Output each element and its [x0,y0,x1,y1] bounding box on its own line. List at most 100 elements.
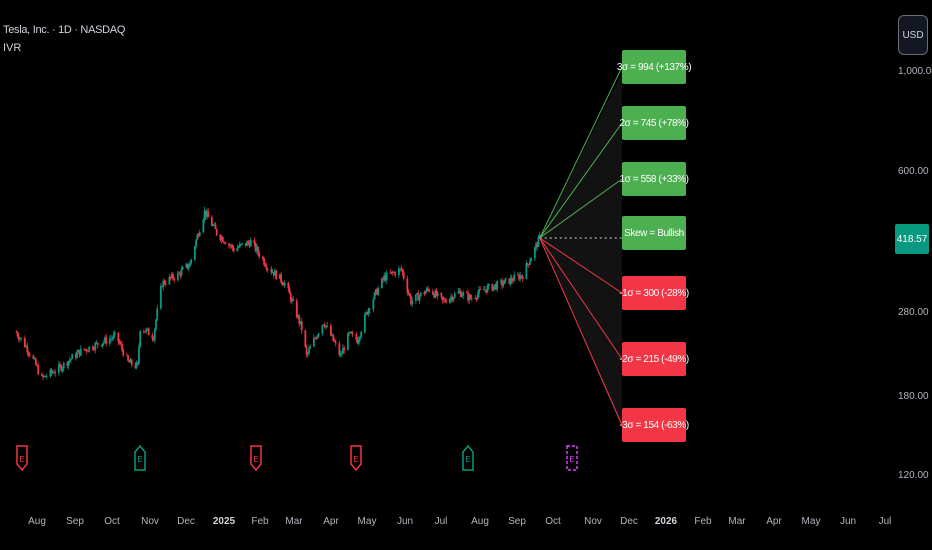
indicator-name[interactable]: IVR [3,42,22,54]
candle-body [292,299,295,301]
candle-body [329,325,332,336]
candle-body [187,266,190,269]
candle-body [207,211,210,218]
candle-body [508,278,511,284]
candle-body [423,292,426,295]
candle-body [520,275,523,277]
sigma-line [539,237,623,294]
candle-body [355,333,358,340]
candle-body [306,352,309,355]
candle-body [212,225,214,226]
candle-body [214,224,217,230]
candle-body [298,315,301,324]
candle-body [468,294,471,301]
candle-body [210,217,213,226]
candle-body [77,350,80,353]
candle-body [19,338,21,340]
x-tick: Apr [323,516,339,527]
candle-body [61,368,64,371]
candle-body [247,241,250,243]
candle-body [40,374,43,376]
candle-body [145,329,148,332]
candle-body [299,321,302,324]
candle-body [272,272,275,276]
candle-body [493,284,496,287]
candle-body [147,328,150,336]
candle-body [173,278,176,280]
candle-body [461,295,463,297]
candle-body [15,332,18,334]
candle-body [502,283,505,286]
candle-body [445,301,448,303]
candle-body [237,246,240,248]
candle-body [178,272,180,274]
currency-button[interactable]: USD [898,15,928,55]
candle-body [459,291,462,297]
candle-body [74,354,77,358]
candle-body [397,268,400,276]
candle-body [144,331,146,333]
candle-body [121,344,123,350]
candle-body [193,246,196,260]
candle-body [484,289,486,291]
candle-body [91,346,94,350]
candle-body [323,324,326,328]
candle-body [357,339,360,344]
candle-body [266,268,269,270]
candle-body [491,283,494,291]
x-tick: Feb [694,516,712,527]
candle-body [229,244,231,246]
candle-body [248,242,251,247]
candle-body [68,360,71,362]
candle-body [291,299,293,302]
candle-body [26,346,29,353]
candle-body [521,276,524,280]
candle-body [377,287,380,295]
candle-body [49,369,52,377]
candle-body [130,359,133,365]
candle-body [20,338,23,339]
candle-body [433,294,435,298]
candle-body [33,358,36,360]
candle-body [444,299,446,302]
symbol-title[interactable]: Tesla, Inc. · 1D · NASDAQ [3,24,126,36]
candle-body [374,289,377,293]
candle-body [453,293,456,298]
candle-body [289,293,292,302]
candle-body [87,351,89,352]
candle-body [246,241,248,246]
candle-body [408,293,411,297]
earnings-marker: E [566,445,578,471]
candle-body [457,291,460,294]
sigma1-up-label: 1σ = 558 (+33%) [619,162,689,196]
candle-body [44,375,47,377]
candle-body [393,272,395,274]
candle-body [406,278,409,293]
candle-body [458,291,461,292]
candle-body [258,252,261,257]
candle-body [70,358,72,361]
x-tick: Feb [251,516,269,527]
candle-body [312,338,315,347]
candle-body [155,319,157,329]
candle-body [95,342,98,344]
candle-body [441,296,444,300]
candle-body [322,324,325,326]
candle-body [112,334,115,339]
candle-body [373,292,376,300]
candle-body [265,266,268,270]
candle-body [417,293,420,301]
x-tick: Oct [104,516,120,527]
candle-body [84,349,87,351]
sigma2-down-label: -2σ = 215 (-49%) [619,342,689,376]
candle-body [274,270,276,276]
candle-body [372,299,375,310]
candle-body [440,292,443,297]
y-tick: 1,000.00 [898,66,932,77]
candle-body [153,328,156,341]
candle-body [213,224,216,226]
candle-body [180,269,183,276]
earnings-label: E [253,455,258,464]
candle-body [407,292,410,294]
